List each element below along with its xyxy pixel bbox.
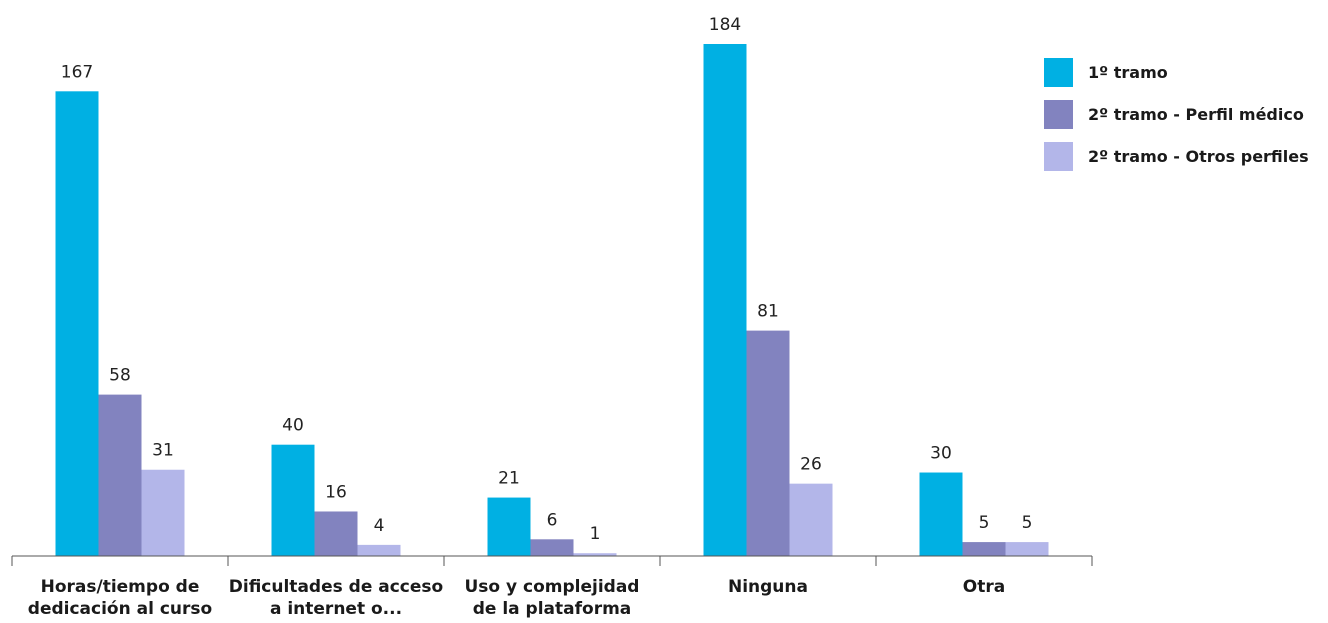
data-label-4-2: 5	[1022, 513, 1033, 533]
legend: 1º tramo 2º tramo - Perfil médico 2º tramo…	[1044, 58, 1309, 171]
data-label-0-2: 31	[152, 441, 174, 461]
bar-3-0	[703, 44, 747, 556]
category-label-0-1: dedicación al curso	[28, 599, 212, 619]
legend-label-0: 1º tramo	[1088, 63, 1168, 82]
data-label-0-0: 167	[61, 62, 93, 82]
bar-0-0	[55, 91, 99, 556]
bar-3-1	[746, 330, 790, 556]
category-label-1-0: Dificultades de acceso	[229, 577, 443, 597]
value-labels-layer: 167 58 31 40 16 4 21 6 1 184 81 26 30 5 5	[61, 15, 1033, 544]
bar-1-1	[314, 511, 358, 556]
category-label-4-0: Otra	[963, 577, 1005, 597]
data-label-1-2: 4	[374, 516, 385, 536]
category-label-1-1: a internet o...	[270, 599, 402, 619]
bar-4-1	[962, 542, 1006, 556]
bar-0-2	[141, 469, 185, 556]
data-label-2-2: 1	[590, 524, 601, 544]
data-label-0-1: 58	[109, 366, 131, 386]
data-label-2-1: 6	[547, 510, 558, 530]
data-label-3-0: 184	[709, 15, 741, 35]
legend-swatch-1	[1044, 100, 1073, 129]
bar-2-0	[487, 497, 531, 556]
bar-4-0	[919, 472, 963, 556]
data-label-3-2: 26	[800, 455, 822, 475]
legend-swatch-2	[1044, 142, 1073, 171]
data-label-4-0: 30	[930, 444, 952, 464]
x-axis	[11, 555, 1093, 566]
bar-2-2	[573, 553, 617, 556]
data-label-2-0: 21	[498, 469, 520, 489]
legend-label-1: 2º tramo - Perfil médico	[1088, 105, 1304, 124]
data-label-1-1: 16	[325, 482, 347, 502]
bar-1-2	[357, 544, 401, 556]
bar-2-1	[530, 539, 574, 556]
bar-1-0	[271, 444, 315, 556]
category-label-2-0: Uso y complejidad	[465, 577, 640, 597]
category-label-3-0: Ninguna	[728, 577, 808, 597]
bar-4-2	[1005, 542, 1049, 556]
legend-swatch-0	[1044, 58, 1073, 87]
category-label-2-1: de la plataforma	[473, 599, 632, 619]
data-label-4-1: 5	[979, 513, 990, 533]
legend-label-2: 2º tramo - Otros perfiles	[1088, 147, 1309, 166]
category-label-0-0: Horas/tiempo de	[41, 577, 200, 597]
bars-layer	[55, 44, 1049, 556]
data-label-3-1: 81	[757, 302, 779, 322]
data-label-1-0: 40	[282, 416, 304, 436]
bar-3-2	[789, 483, 833, 556]
bar-0-1	[98, 394, 142, 556]
